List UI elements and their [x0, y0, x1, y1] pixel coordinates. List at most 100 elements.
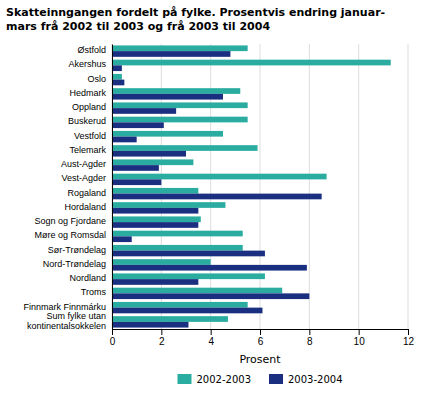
x-axis-line [113, 330, 409, 336]
text-line: Sogn og Fjordane [34, 217, 106, 227]
grid-line [408, 44, 409, 329]
legend-item: 2002-2003 [177, 374, 251, 385]
bar [112, 174, 327, 180]
y-tick-label: Troms [81, 288, 107, 298]
grid [112, 44, 408, 329]
bar [112, 208, 198, 214]
x-tick-mark [309, 329, 310, 335]
grid-line [358, 44, 359, 329]
y-tick: Nord-Trøndelag [43, 259, 106, 269]
text-line: Hedmark [69, 88, 106, 98]
text-line: Østfold [77, 46, 106, 56]
y-tick: Buskerud [68, 117, 106, 127]
bar [112, 65, 122, 71]
text-line: Sum fylke utan [46, 312, 106, 322]
bar [112, 179, 161, 185]
text-line: Oppland [72, 103, 106, 113]
y-tick: Telemark [69, 145, 106, 155]
y-tick: Møre og Romsdal [34, 231, 106, 241]
bar [112, 137, 137, 143]
y-tick-label: Sogn og Fjordane [34, 217, 106, 227]
text-line: Telemark [69, 145, 106, 155]
text-line: Nordland [69, 274, 106, 284]
bars [112, 45, 391, 327]
bar [112, 251, 265, 257]
text-line: Vest-Agder [61, 174, 106, 184]
bar [112, 316, 228, 322]
bar [112, 94, 223, 100]
bar [112, 308, 262, 314]
bar [112, 302, 248, 308]
bar [112, 74, 122, 80]
bar [112, 60, 391, 66]
y-tick: Oppland [72, 103, 106, 113]
text-line: Møre og Romsdal [34, 231, 106, 241]
y-tick: Aust-Agder [61, 160, 106, 170]
x-tick-label: 0 [110, 336, 116, 347]
bar [112, 293, 309, 299]
y-tick-label: Telemark [69, 145, 106, 155]
legend-label: 2002-2003 [196, 374, 251, 385]
bar [112, 51, 230, 57]
text-line: Finnmark Finnmárku [23, 302, 106, 312]
text-line: Troms [81, 288, 107, 298]
x-tick-label: 2 [159, 336, 165, 347]
y-tick-label: Møre og Romsdal [34, 231, 106, 241]
bar [112, 236, 132, 242]
bar [112, 117, 248, 123]
x-axis: 024681012 [110, 329, 415, 347]
bar [112, 288, 282, 294]
text-line: mars frå 2002 til 2003 og frå 2003 til 2… [6, 20, 270, 33]
y-tick-label: Rogaland [67, 188, 106, 198]
bar [112, 102, 248, 108]
y-tick-label: Finnmark Finnmárku [23, 302, 106, 312]
y-tick-label: Østfold [77, 46, 106, 56]
series [112, 51, 322, 327]
x-tick-label: 4 [208, 336, 214, 347]
bar [112, 222, 198, 228]
y-tick: Hordaland [64, 202, 106, 212]
bar [112, 279, 198, 285]
x-tick-mark [359, 329, 360, 335]
x-tick-label: 8 [307, 336, 313, 347]
y-tick-label: Akershus [68, 60, 106, 70]
x-tick-label: 12 [403, 336, 415, 347]
y-tick-label: Vest-Agder [61, 174, 106, 184]
grid-line [112, 44, 113, 329]
legend-item: 2003-2004 [269, 374, 343, 385]
bar [112, 188, 198, 194]
x-tick: 4 [208, 329, 214, 347]
y-tick: Hedmark [69, 88, 106, 98]
x-tick: 0 [110, 329, 116, 347]
bar [112, 202, 225, 208]
text-line: Vestfold [74, 131, 106, 141]
legend-swatch [269, 374, 283, 384]
bar [112, 165, 159, 171]
y-tick-label: Sum fylke utankontinentalsokkelen [27, 312, 106, 332]
bar [112, 145, 258, 151]
x-tick-mark [260, 329, 261, 335]
grid-line [161, 44, 162, 329]
y-tick-label: Vestfold [74, 131, 106, 141]
legend-label: 2003-2004 [288, 374, 343, 385]
bar [112, 216, 201, 222]
text-line: kontinentalsokkelen [27, 321, 106, 331]
y-tick: Oslo [87, 74, 106, 84]
y-tick-label: Nord-Trøndelag [43, 259, 106, 269]
text-line: Aust-Agder [61, 160, 106, 170]
text-line: Hordaland [64, 202, 106, 212]
y-tick: Vestfold [74, 131, 106, 141]
y-tick-label: Aust-Agder [61, 160, 106, 170]
bar [112, 273, 265, 279]
bar [112, 108, 176, 114]
bar [112, 265, 307, 271]
y-tick-label: Nordland [69, 274, 106, 284]
y-tick: Sum fylke utankontinentalsokkelen [27, 312, 106, 332]
text-line: Rogaland [67, 188, 106, 198]
text-line: Oslo [87, 74, 106, 84]
y-tick-label: Hedmark [69, 88, 106, 98]
grid-line [260, 44, 261, 329]
x-tick: 2 [159, 329, 165, 347]
chart: Skatteinngangen fordelt på fylke. Prosen… [0, 0, 424, 393]
y-tick: Vest-Agder [61, 174, 106, 184]
